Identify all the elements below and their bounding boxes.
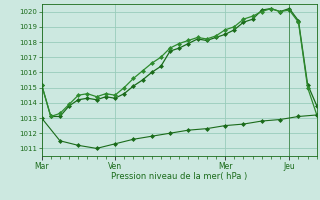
X-axis label: Pression niveau de la mer( hPa ): Pression niveau de la mer( hPa ) <box>111 172 247 181</box>
